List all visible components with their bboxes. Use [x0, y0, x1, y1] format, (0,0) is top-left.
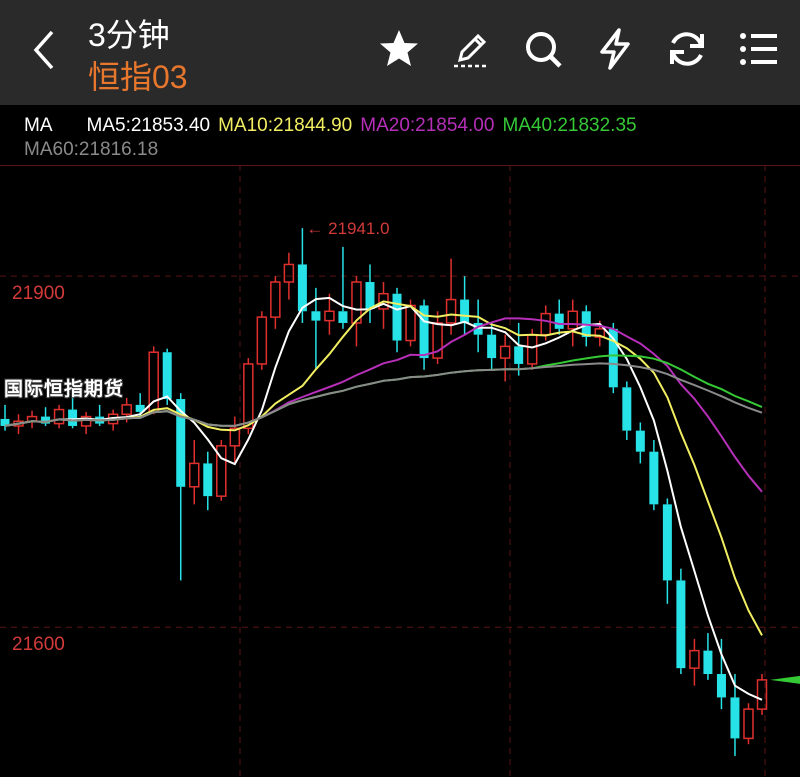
candle-down: [419, 305, 429, 359]
candle-up: [351, 281, 362, 324]
candle-up: [270, 281, 281, 318]
candle-up: [243, 363, 254, 430]
candle-down: [392, 293, 402, 341]
candle-down: [0, 418, 10, 426]
candle-down: [730, 697, 740, 739]
candle-down: [176, 399, 186, 487]
interval-title: 3分钟: [88, 17, 170, 53]
candle-down: [68, 409, 78, 426]
max-price-annotation: ← 21941.0: [306, 219, 389, 238]
ma-label: MA: [24, 115, 53, 136]
candle-down: [460, 299, 470, 323]
candle-down: [487, 334, 497, 359]
ma60-value: MA60:21816.18: [24, 139, 159, 160]
candle-down: [162, 352, 172, 400]
candle-down: [622, 387, 632, 431]
candle-up: [189, 462, 200, 488]
watermark: 国际恒指期货: [4, 379, 125, 400]
candle-up: [283, 263, 295, 283]
candle-up: [445, 298, 457, 324]
back-chevron-icon[interactable]: [30, 28, 60, 72]
candle-down: [649, 451, 659, 505]
candle-up: [324, 310, 335, 322]
candle-up: [499, 345, 511, 359]
candle-up: [540, 312, 551, 336]
candle-up: [216, 445, 227, 497]
last-price-marker: [770, 675, 800, 684]
refresh-icon[interactable]: [664, 26, 710, 72]
candle-down: [703, 650, 713, 675]
candle-up: [53, 408, 65, 425]
candle-down: [514, 346, 524, 364]
candle-up: [567, 310, 578, 330]
candle-up: [689, 649, 700, 669]
draw-pen-icon[interactable]: [448, 26, 494, 72]
candle-down: [338, 311, 348, 323]
ma10-value: MA10:21844.90: [218, 115, 353, 136]
candle-down: [365, 282, 375, 309]
ma60-line: [4, 362, 763, 427]
top-bar: 3分钟 恒指03: [0, 0, 800, 105]
lightning-icon[interactable]: [592, 26, 638, 72]
candle-down: [635, 430, 645, 452]
candle-up: [148, 351, 159, 413]
candle-down: [662, 504, 672, 581]
candle-up: [526, 333, 538, 365]
candle-down: [41, 416, 51, 424]
ma5-line: [4, 296, 763, 701]
candlestick-chart[interactable]: 21900 21600 ← 21941.0: [0, 165, 800, 777]
candle-down: [554, 313, 564, 329]
y-tick-label: 21600: [12, 634, 65, 655]
candle-down: [135, 404, 145, 412]
candle-down: [716, 674, 726, 698]
candle-up: [743, 708, 754, 740]
ma20-value: MA20:21854.00: [360, 115, 495, 136]
symbol-name[interactable]: 恒指03: [88, 59, 188, 95]
candle-up: [121, 404, 132, 415]
ma10-line: [4, 300, 763, 636]
candle-down: [297, 264, 307, 312]
candle-up: [432, 322, 443, 359]
search-icon[interactable]: [520, 26, 566, 72]
candle-down: [311, 311, 321, 321]
y-tick-label: 21900: [12, 283, 65, 304]
candle-down: [676, 580, 686, 669]
ma-legend: MA MA5:21853.40 MA10:21844.90 MA20:21854.00…: [24, 114, 794, 162]
ma40-value: MA40:21832.35: [502, 115, 637, 136]
candle-up: [229, 427, 241, 447]
candle-up: [256, 316, 268, 365]
candle-down: [203, 463, 213, 497]
menu-list-icon[interactable]: [736, 26, 782, 72]
star-icon[interactable]: [376, 26, 422, 72]
candle-up: [756, 679, 768, 710]
candle-down: [608, 328, 618, 388]
candle-up: [80, 415, 92, 427]
candle-down: [473, 322, 483, 335]
ma5-value: MA5:21853.40: [86, 115, 211, 136]
candle-up: [594, 328, 606, 338]
